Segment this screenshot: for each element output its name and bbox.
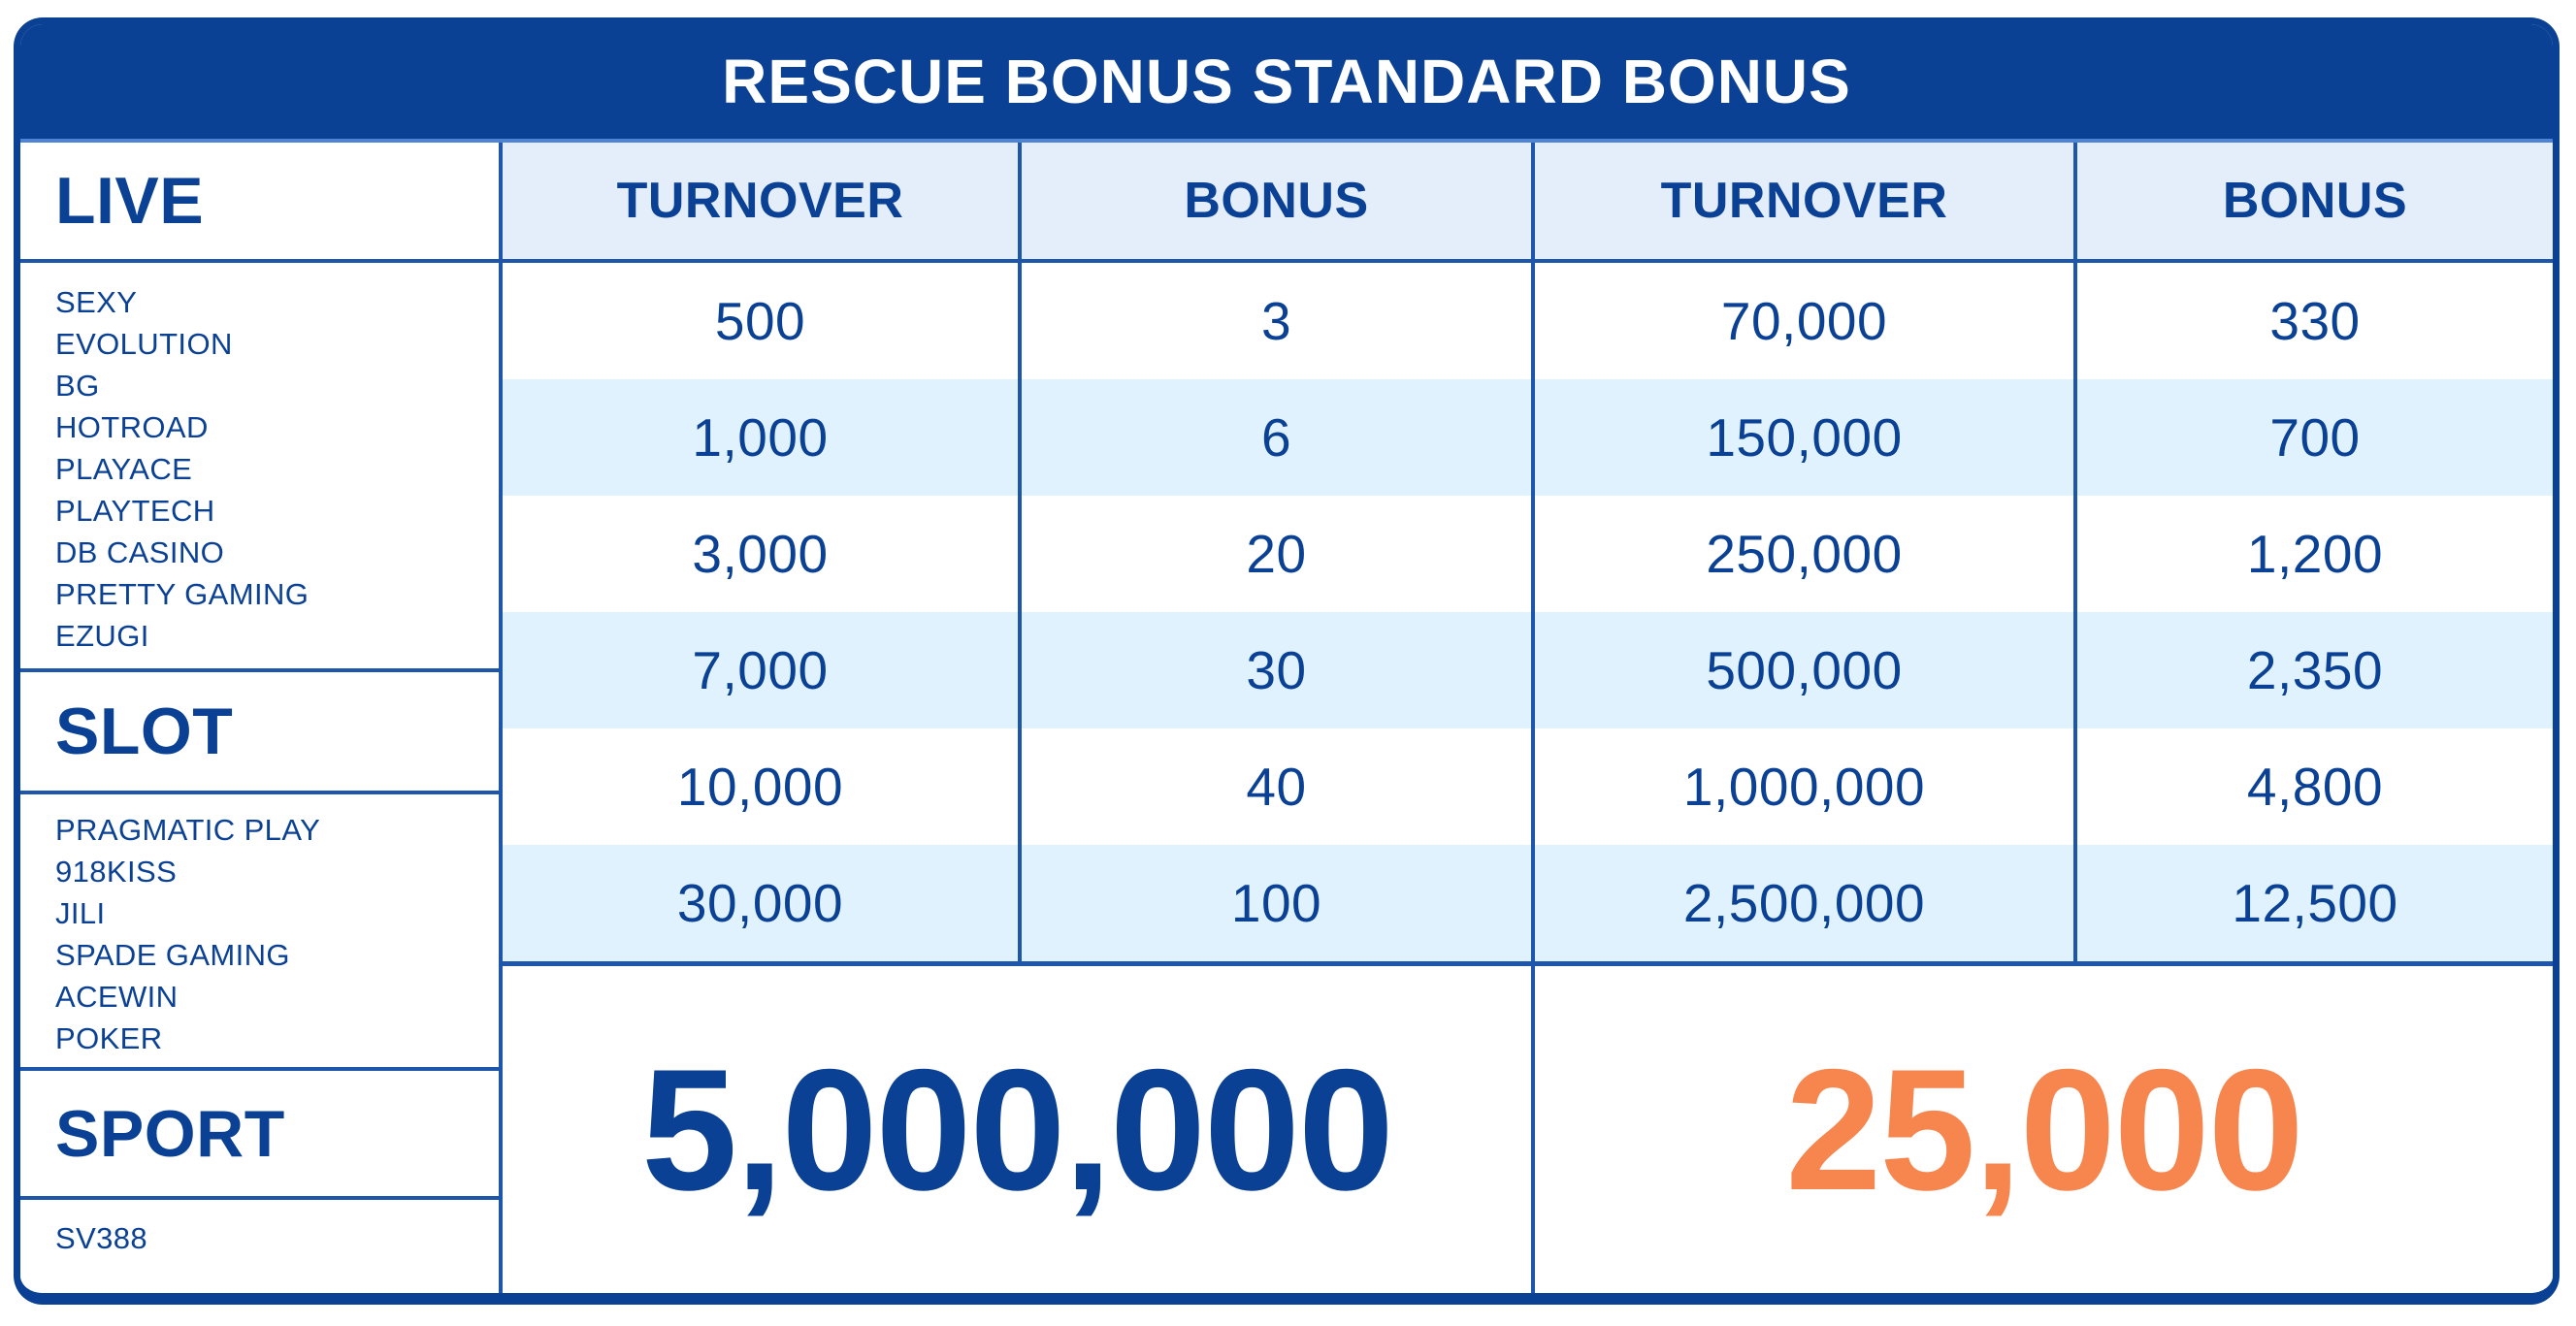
- provider-item: POKER: [55, 1020, 163, 1055]
- totals-row: 5,000,000 25,000: [503, 961, 2553, 1293]
- cell-turnover-b: 1,000,000: [1535, 728, 2077, 845]
- header-turnover-1: TURNOVER: [503, 143, 1022, 259]
- cell-bonus-a: 20: [1022, 496, 1535, 612]
- cell-turnover-b: 2,500,000: [1535, 845, 2077, 961]
- cell-turnover-a: 3,000: [503, 496, 1022, 612]
- cell-turnover-a: 10,000: [503, 728, 1022, 845]
- category-label-sport: SPORT: [55, 1096, 285, 1171]
- cell-turnover-a: 500: [503, 263, 1022, 379]
- provider-item: ACEWIN: [55, 979, 179, 1014]
- title-banner: RESCUE BONUS STANDARD BONUS: [20, 24, 2553, 143]
- cell-bonus-a: 40: [1022, 728, 1535, 845]
- provider-item: SEXY: [55, 284, 138, 319]
- cell-bonus-b: 1,200: [2246, 524, 2384, 584]
- cell-turnover-a: 1,000: [503, 379, 1022, 496]
- cell-turnover-b: 150,000: [1535, 379, 2077, 496]
- category-label-slot: SLOT: [55, 695, 234, 768]
- table-row: 10,000 40 1,000,000 4,800: [503, 728, 2553, 845]
- cell-bonus-a: 6: [1022, 379, 1535, 496]
- category-header-slot: SLOT: [20, 672, 499, 794]
- provider-item: JILI: [55, 895, 106, 930]
- cell-turnover-a: 7,000: [503, 612, 1022, 728]
- cell-turnover-b: 500,000: [1535, 612, 2077, 728]
- provider-item: SV388: [55, 1221, 148, 1255]
- provider-item: PRETTY GAMING: [55, 576, 310, 611]
- provider-item: 918KISS: [55, 854, 178, 889]
- slot-provider-list: PRAGMATIC PLAY 918KISS JILI SPADE GAMING…: [20, 794, 499, 1071]
- provider-item: PLAYTECH: [55, 493, 215, 528]
- provider-item: DB CASINO: [55, 534, 225, 569]
- cell-turnover-a: 30,000: [503, 845, 1022, 961]
- category-label-live: LIVE: [55, 164, 205, 238]
- provider-item: EZUGI: [55, 618, 149, 653]
- category-header-sport: SPORT: [20, 1071, 499, 1200]
- provider-item: BG: [55, 368, 100, 403]
- cell-bonus-a: 30: [1022, 612, 1535, 728]
- table-row: 7,000 30 500,000 2,350: [503, 612, 2553, 728]
- table-row: 500 3 70,000 330: [503, 263, 2553, 379]
- table-row: 30,000 100 2,500,000 12,500: [503, 845, 2553, 961]
- table-row: 1,000 6 150,000 700: [503, 379, 2553, 496]
- total-max-bonus: 25,000: [1785, 1033, 2303, 1226]
- header-turnover-2: TURNOVER: [1535, 143, 2077, 259]
- category-column: LIVE SEXY EVOLUTION BG HOTROAD PLAYACE P…: [20, 143, 503, 1293]
- cell-turnover-b: 70,000: [1535, 263, 2077, 379]
- bonus-table-frame: RESCUE BONUS STANDARD BONUS LIVE SEXY EV…: [14, 17, 2560, 1305]
- provider-item: EVOLUTION: [55, 326, 233, 361]
- header-bonus-1: BONUS: [1022, 143, 1535, 259]
- grid-header-row: TURNOVER BONUS TURNOVER BONUS: [503, 143, 2553, 263]
- cell-bonus-b: 4,800: [2246, 757, 2384, 817]
- table-row: 3,000 20 250,000 1,200: [503, 496, 2553, 612]
- page-title: RESCUE BONUS STANDARD BONUS: [722, 47, 1851, 116]
- cell-bonus-b: 2,350: [2246, 640, 2384, 700]
- provider-item: PRAGMATIC PLAY: [55, 812, 321, 847]
- category-header-live: LIVE: [20, 143, 499, 263]
- live-provider-list: SEXY EVOLUTION BG HOTROAD PLAYACE PLAYTE…: [20, 263, 499, 672]
- bonus-grid: TURNOVER BONUS TURNOVER BONUS 500 3 70,0…: [503, 143, 2553, 1293]
- cell-bonus-b: 12,500: [2232, 873, 2398, 933]
- cell-bonus-b: 330: [2269, 291, 2361, 351]
- cell-bonus-a: 3: [1022, 263, 1535, 379]
- provider-item: SPADE GAMING: [55, 937, 290, 972]
- provider-item: HOTROAD: [55, 409, 209, 444]
- total-max-turnover: 5,000,000: [503, 966, 1535, 1293]
- cell-turnover-b: 250,000: [1535, 496, 2077, 612]
- cell-bonus-a: 100: [1022, 845, 1535, 961]
- provider-item: PLAYACE: [55, 451, 193, 486]
- cell-bonus-b: 700: [2269, 407, 2361, 468]
- sport-provider-list: SV388: [20, 1200, 499, 1293]
- table-body: LIVE SEXY EVOLUTION BG HOTROAD PLAYACE P…: [20, 143, 2553, 1293]
- header-bonus-2: BONUS: [2077, 143, 2553, 259]
